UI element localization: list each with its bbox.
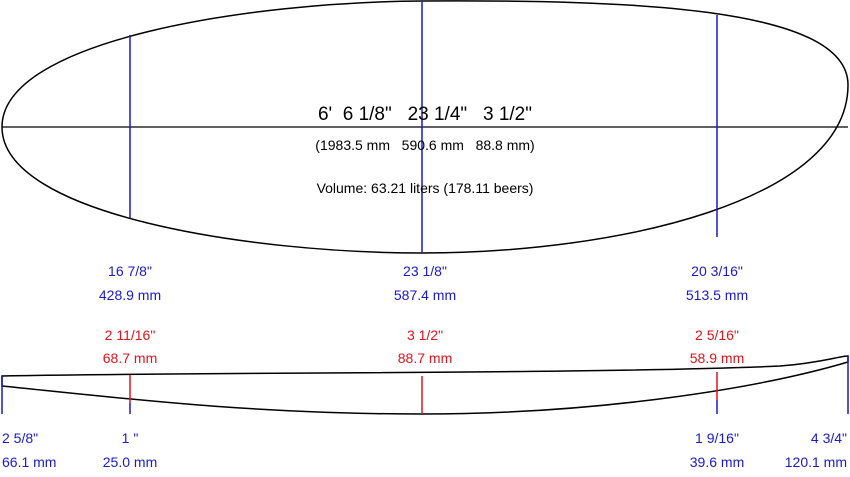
rocker-metric: 120.1 mm [785, 454, 847, 470]
width-imperial: 20 3/16" [691, 263, 743, 279]
board-profile [1, 355, 849, 415]
rocker-imperial: 1 9/16" [695, 430, 739, 446]
dimensions-metric: (1983.5 mm 590.6 mm 88.8 mm) [315, 137, 534, 153]
width-metric: 587.4 mm [394, 287, 456, 303]
thickness-metric: 88.7 mm [398, 350, 452, 366]
width-imperial: 23 1/8" [403, 263, 447, 279]
rocker-metric: 25.0 mm [103, 454, 157, 470]
thickness-imperial: 3 1/2" [407, 327, 443, 343]
rocker-imperial: 1 " [122, 430, 139, 446]
thickness-imperial: 2 11/16" [105, 327, 156, 343]
thickness-metric: 58.9 mm [690, 350, 744, 366]
board-outline [1, 0, 849, 254]
thickness-metric: 68.7 mm [103, 350, 157, 366]
width-metric: 428.9 mm [99, 287, 161, 303]
thickness-imperial: 2 5/16" [695, 327, 739, 343]
width-imperial: 16 7/8" [108, 263, 152, 279]
dimensions-imperial: 6' 6 1/8" 23 1/4" 3 1/2" [318, 104, 532, 125]
width-metric: 513.5 mm [686, 287, 748, 303]
rocker-metric: 66.1 mm [2, 454, 56, 470]
volume: Volume: 63.21 liters (178.11 beers) [317, 180, 534, 196]
rocker-imperial: 4 3/4" [811, 430, 847, 446]
rocker-metric: 39.6 mm [690, 454, 744, 470]
rocker-imperial: 2 5/8" [2, 430, 38, 446]
